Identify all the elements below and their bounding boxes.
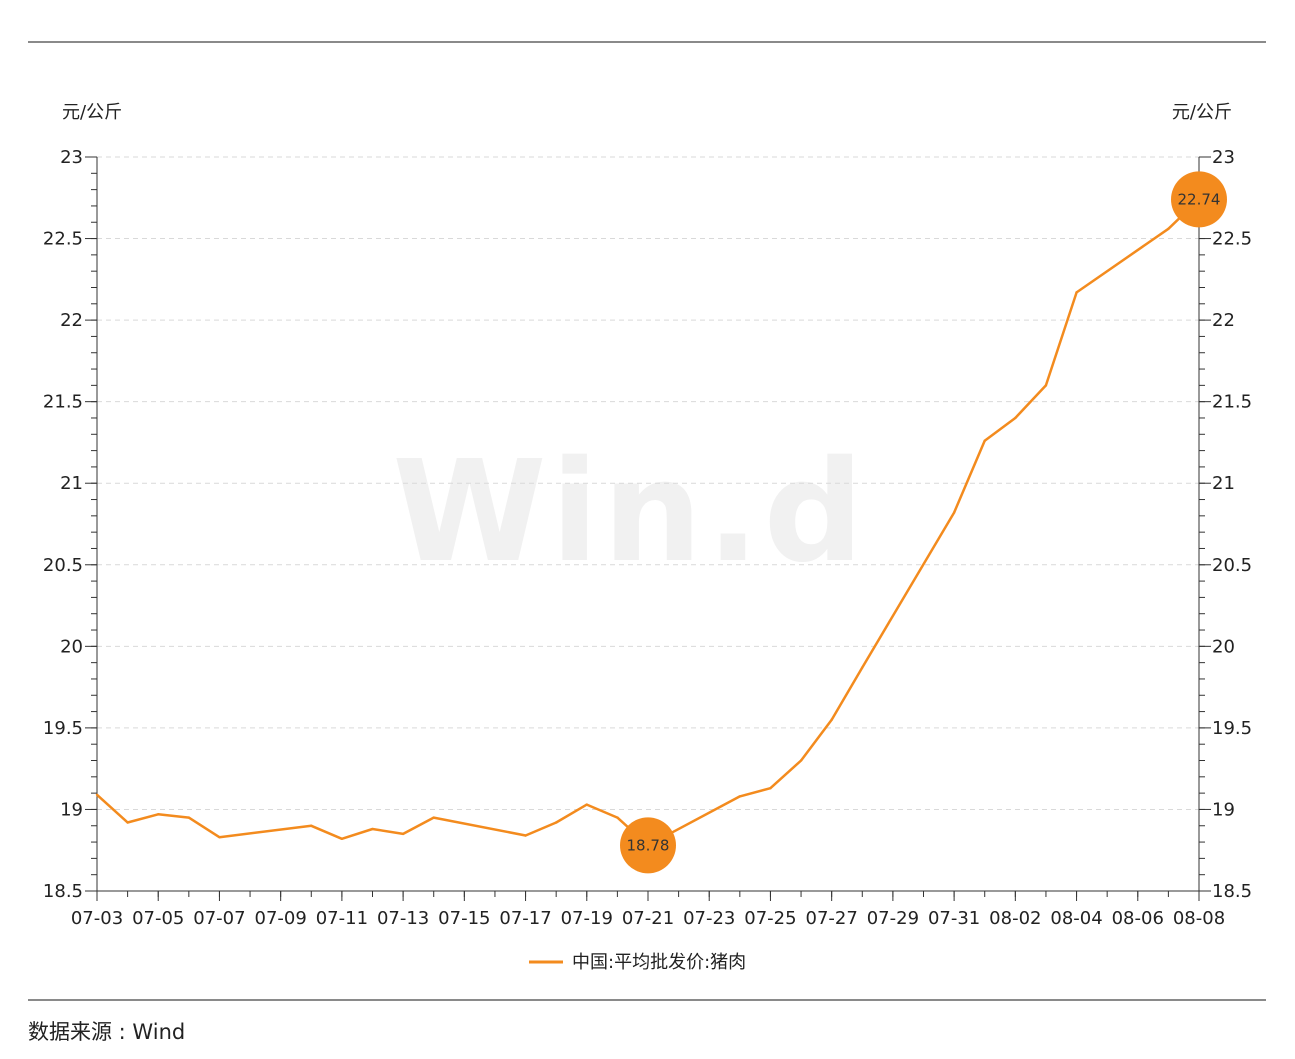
data-point [1014, 416, 1017, 420]
data-point [310, 824, 313, 827]
data-point [830, 718, 833, 721]
annotation-layer: 18.78 22.74 [620, 171, 1227, 874]
data-point [952, 511, 956, 514]
data-point [432, 816, 435, 819]
y-tick-label-left: 18.5 [43, 881, 83, 902]
x-tick-label: 07-07 [193, 908, 245, 929]
x-tick-label: 07-23 [683, 908, 735, 929]
bottom-rule [28, 999, 1266, 1001]
x-tick-label: 07-29 [867, 908, 919, 929]
y-tick-label-right: 20.5 [1212, 555, 1252, 576]
x-tick-label: 07-03 [71, 908, 123, 929]
x-tick-label: 08-08 [1173, 908, 1225, 929]
y-unit-left: 元/公斤 [62, 102, 122, 123]
y-tick-label-right: 21.5 [1212, 392, 1252, 413]
data-point [126, 821, 129, 824]
annotation-marker [1171, 171, 1227, 228]
x-tick-label: 07-15 [438, 908, 490, 929]
gridlines [97, 156, 1199, 810]
annotation-label: 22.74 [1178, 190, 1221, 208]
y-tick-label-right: 19 [1212, 799, 1235, 820]
data-point [340, 837, 344, 841]
line-chart: Win.d 元/公斤 元/公斤 23 22.5 22 21.5 21 20.5 20 19.5… [43, 102, 1252, 973]
x-tick-label: 07-17 [499, 908, 551, 929]
data-point [524, 834, 527, 837]
data-point [187, 816, 191, 819]
x-tick-label: 07-13 [377, 908, 429, 929]
x-tick-label: 07-27 [806, 908, 858, 929]
x-tick-label: 07-25 [744, 908, 796, 929]
y-tick-label-left: 20 [60, 636, 83, 657]
data-point [401, 832, 405, 836]
x-tick-label: 08-04 [1050, 908, 1102, 929]
x-tick-label: 08-02 [989, 908, 1041, 929]
y-tick-label-left: 22 [60, 310, 83, 331]
x-tick-label: 07-31 [928, 908, 980, 929]
y-tick-label-left: 22.5 [43, 229, 83, 250]
y-tick-label-left: 19.5 [43, 718, 83, 739]
y-tick-label-left: 23 [60, 147, 83, 168]
y-tick-label-left: 21.5 [43, 392, 83, 413]
y-tick-label-right: 18.5 [1212, 881, 1252, 902]
x-tick-label: 07-11 [316, 908, 368, 929]
y-tick-label-right: 23 [1212, 147, 1235, 168]
data-point [616, 816, 619, 819]
data-point [585, 803, 588, 806]
annotation-marker [620, 817, 676, 874]
series-layer [95, 198, 1201, 847]
y-axis-left-ticks: 23 22.5 22 21.5 21 20.5 20 19.5 19 18.5 [43, 147, 97, 902]
y-axis-right-ticks: 23 22.5 22 21.5 21 20.5 20 19.5 19 18.5 [1199, 147, 1252, 902]
data-point [1075, 291, 1078, 294]
x-tick-label: 07-05 [132, 908, 184, 929]
legend: 中国:平均批发价:猪肉 [529, 952, 746, 973]
y-tick-label-left: 19 [60, 799, 83, 820]
data-point [554, 821, 558, 824]
data-point [861, 666, 864, 669]
source-note: 数据来源 : Wind [28, 1020, 186, 1044]
y-tick-label-right: 21 [1212, 473, 1235, 494]
y-tick-label-right: 20 [1212, 636, 1235, 657]
x-tick-label: 08-06 [1112, 908, 1164, 929]
annotation-label: 18.78 [627, 836, 670, 854]
legend-label: 中国:平均批发价:猪肉 [572, 952, 746, 973]
y-tick-label-left: 21 [60, 473, 83, 494]
data-point [1167, 227, 1170, 230]
data-point [1044, 384, 1048, 387]
data-point [157, 813, 160, 816]
data-point [95, 793, 99, 796]
data-point [983, 439, 986, 443]
y-tick-label-right: 22 [1212, 310, 1235, 331]
y-tick-label-left: 20.5 [43, 555, 83, 576]
y-unit-right: 元/公斤 [1172, 102, 1232, 123]
y-tick-label-right: 19.5 [1212, 718, 1252, 739]
data-point [738, 795, 742, 798]
data-point [799, 759, 803, 762]
data-point [218, 835, 221, 839]
top-rule [28, 41, 1266, 43]
x-tick-label: 07-19 [561, 908, 613, 929]
watermark: Win.d [392, 431, 867, 594]
data-point [769, 787, 772, 790]
x-tick-label: 07-09 [255, 908, 307, 929]
x-axis-ticks: 07-03 07-05 07-07 07-09 07-11 07-13 07-15 07-17… [71, 891, 1225, 929]
data-point [371, 827, 374, 831]
x-tick-label: 07-21 [622, 908, 674, 929]
y-tick-label-right: 22.5 [1212, 229, 1252, 250]
